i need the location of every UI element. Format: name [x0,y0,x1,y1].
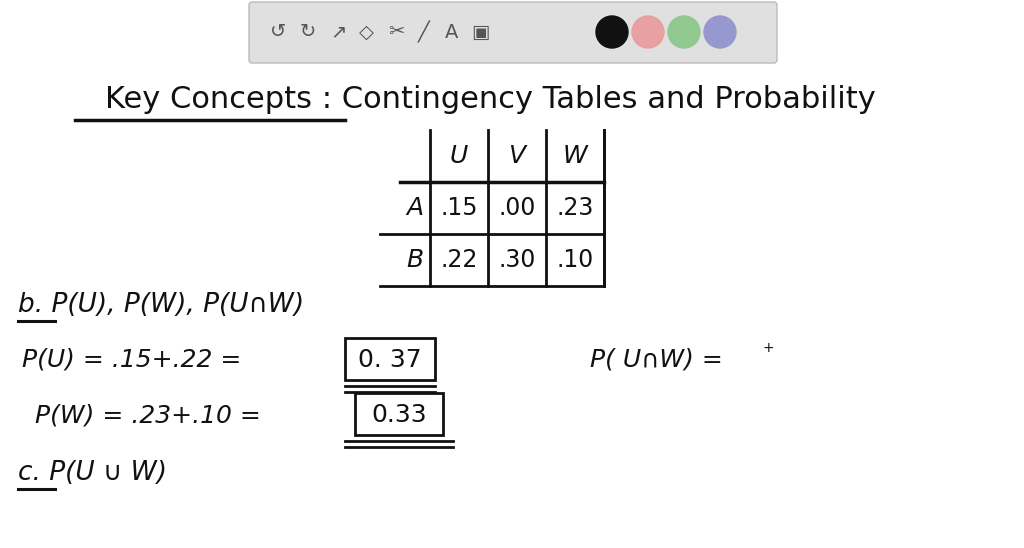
Bar [345,338,435,380]
FancyBboxPatch shape [249,2,777,63]
Text: V: V [509,144,525,168]
Text: P(U) = .15+.22 =: P(U) = .15+.22 = [22,348,242,372]
Circle shape [705,16,736,48]
Text: .23: .23 [556,196,594,220]
Text: 0.33: 0.33 [371,403,427,427]
Circle shape [632,16,664,48]
Text: A: A [445,22,459,42]
Circle shape [668,16,700,48]
Circle shape [596,16,628,48]
Text: .15: .15 [440,196,478,220]
Text: 0. 37: 0. 37 [358,348,422,372]
Text: W: W [562,144,588,168]
Text: .30: .30 [499,248,536,272]
Text: P( U∩W) =: P( U∩W) = [590,348,723,372]
Text: P(W) = .23+.10 =: P(W) = .23+.10 = [35,403,261,427]
Text: ✂: ✂ [388,22,404,42]
Text: +: + [762,341,773,355]
Text: b. P(U), P(W), P(U∩W): b. P(U), P(W), P(U∩W) [18,292,304,318]
Text: .00: .00 [499,196,536,220]
Text: Key Concepts : Contingency Tables and Probability: Key Concepts : Contingency Tables and Pr… [104,85,876,115]
Text: A: A [407,196,424,220]
Text: ↻: ↻ [300,22,316,42]
Text: ╱: ╱ [418,21,430,43]
Text: .22: .22 [440,248,477,272]
Bar [355,393,443,435]
Text: B: B [407,248,424,272]
Text: .10: .10 [556,248,594,272]
Text: ↺: ↺ [269,22,286,42]
Text: ↗: ↗ [330,22,346,42]
Text: U: U [450,144,468,168]
Text: ◇: ◇ [358,22,374,42]
Text: c. P(U ∪ W): c. P(U ∪ W) [18,460,167,486]
Text: ▣: ▣ [471,22,489,42]
